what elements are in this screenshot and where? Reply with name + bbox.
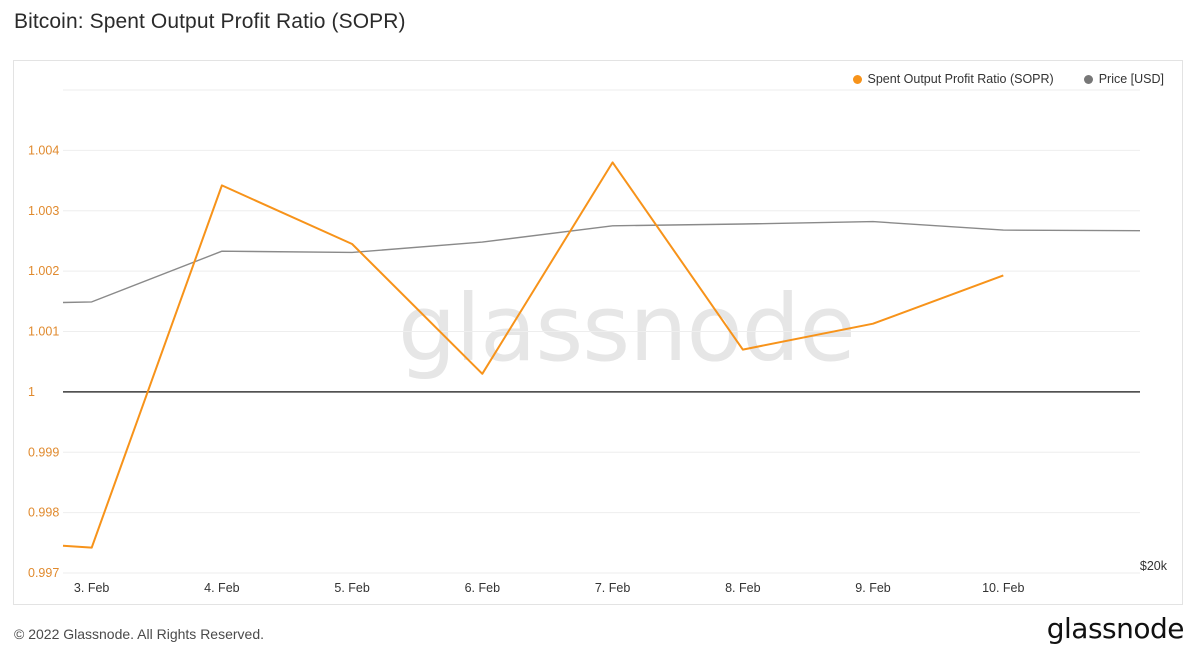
legend-label-price: Price [USD] bbox=[1098, 72, 1164, 86]
x-tick-label: 4. Feb bbox=[204, 581, 239, 595]
y-tick-label: 1.002 bbox=[28, 264, 59, 278]
page-title: Bitcoin: Spent Output Profit Ratio (SOPR… bbox=[14, 10, 406, 33]
x-tick-label: 9. Feb bbox=[855, 581, 890, 595]
y-tick-label: 1 bbox=[28, 385, 35, 399]
y-tick-label: 1.004 bbox=[28, 143, 59, 157]
watermark: glassnode bbox=[398, 275, 856, 382]
right-axis-label: $20k bbox=[1140, 559, 1168, 573]
y-tick-label: 0.998 bbox=[28, 506, 59, 520]
x-tick-label: 5. Feb bbox=[334, 581, 369, 595]
x-tick-label: 6. Feb bbox=[465, 581, 500, 595]
x-tick-label: 3. Feb bbox=[74, 581, 109, 595]
x-tick-label: 7. Feb bbox=[595, 581, 630, 595]
brand-logo: glassnode bbox=[1046, 612, 1185, 645]
legend-label-sopr: Spent Output Profit Ratio (SOPR) bbox=[867, 72, 1054, 86]
y-tick-label: 0.997 bbox=[28, 566, 59, 580]
x-tick-label: 10. Feb bbox=[982, 581, 1024, 595]
x-tick-label: 8. Feb bbox=[725, 581, 760, 595]
y-tick-label: 1.003 bbox=[28, 204, 59, 218]
chart-legend: Spent Output Profit Ratio (SOPR) Price [… bbox=[852, 72, 1164, 86]
price-series-line bbox=[62, 220, 1141, 304]
legend-item-price[interactable]: Price [USD] bbox=[1083, 72, 1164, 86]
chart-frame bbox=[13, 60, 1183, 605]
copyright-text: © 2022 Glassnode. All Rights Reserved. bbox=[14, 626, 265, 642]
y-tick-label: 0.999 bbox=[28, 445, 59, 459]
sopr-series-line bbox=[62, 161, 1004, 549]
y-tick-label: 1.001 bbox=[28, 325, 59, 339]
legend-swatch-sopr bbox=[852, 74, 862, 84]
legend-item-sopr[interactable]: Spent Output Profit Ratio (SOPR) bbox=[852, 72, 1054, 86]
legend-swatch-price bbox=[1083, 74, 1093, 84]
